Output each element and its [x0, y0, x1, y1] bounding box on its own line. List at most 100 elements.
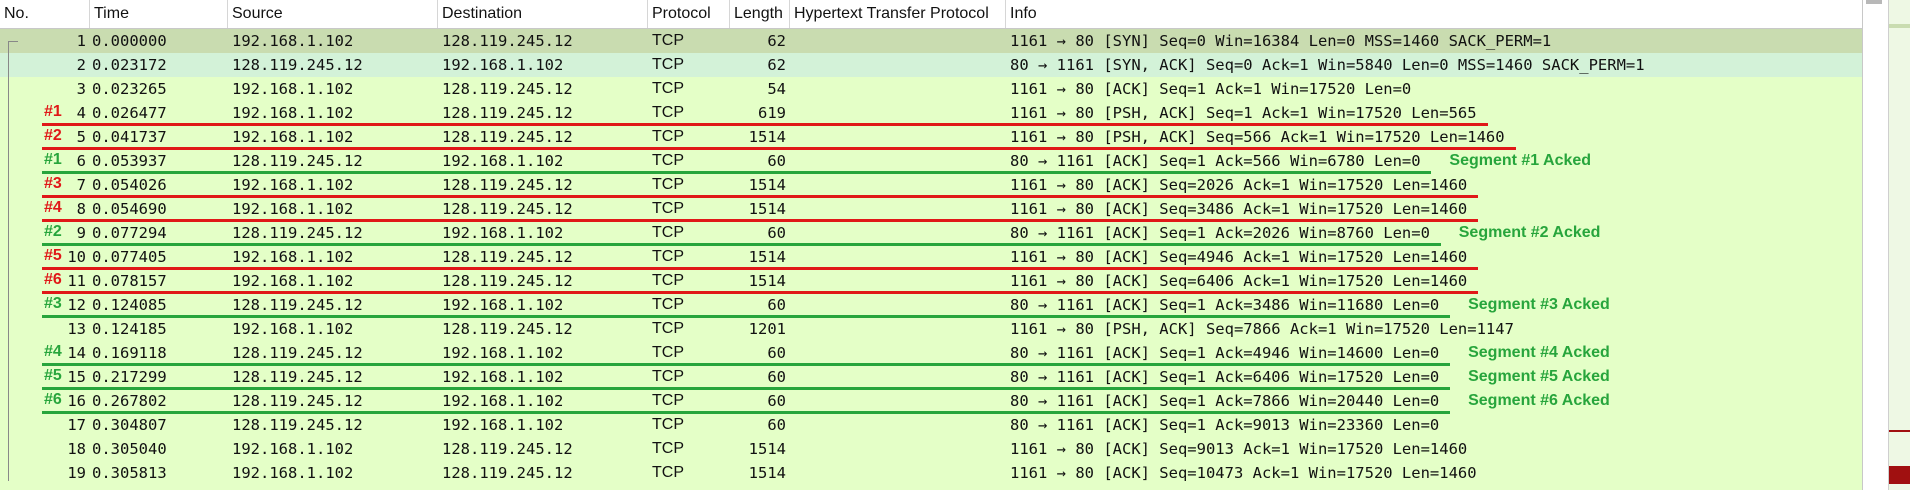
minimap-error-marker: [1889, 430, 1910, 432]
packet-list-header: No. Time Source Destination Protocol Len…: [0, 0, 1862, 29]
column-header-http[interactable]: Hypertext Transfer Protocol: [790, 0, 1006, 28]
packet-time: 0.267802: [92, 392, 167, 410]
packet-protocol: TCP: [652, 440, 684, 457]
packet-info: 1161 → 80 [SYN] Seq=0 Win=16384 Len=0 MS…: [1010, 32, 1552, 50]
packet-destination: 192.168.1.102: [442, 416, 564, 434]
packet-length: 62: [767, 56, 786, 74]
column-header-info[interactable]: Info: [1010, 5, 1037, 22]
packet-protocol: TCP: [652, 104, 684, 121]
packet-number: 17: [67, 416, 86, 434]
column-header-no[interactable]: No.: [0, 0, 90, 28]
packet-length: 54: [767, 80, 786, 98]
minimap-error-block: [1889, 466, 1910, 484]
packet-info: 1161 → 80 [ACK] Seq=4946 Ack=1 Win=17520…: [1010, 248, 1468, 266]
packet-length: 1514: [748, 128, 786, 146]
packet-row-3[interactable]: 3 0.023265 192.168.1.102 128.119.245.12 TCP 5…: [0, 77, 1862, 101]
packet-number: 19: [67, 464, 86, 482]
vertical-scrollbar[interactable]: [1862, 0, 1885, 490]
segment-mark: #5: [44, 247, 62, 264]
packet-source: 192.168.1.102: [232, 200, 354, 218]
packet-length: 60: [767, 368, 786, 386]
packet-info: 1161 → 80 [ACK] Seq=3486 Ack=1 Win=17520…: [1010, 200, 1468, 218]
packet-protocol: TCP: [652, 464, 684, 481]
packet-source: 192.168.1.102: [232, 128, 354, 146]
packet-source: 192.168.1.102: [232, 176, 354, 194]
packet-row-2[interactable]: 2 0.023172 128.119.245.12 192.168.1.102 TCP 6…: [0, 53, 1862, 77]
packet-destination: 128.119.245.12: [442, 128, 573, 146]
segment-underline: [42, 219, 1479, 222]
packet-row-12[interactable]: 12 0.124085 128.119.245.12 192.168.1.102 TCP…: [0, 293, 1862, 318]
segment-acked-note: Segment #5 Acked: [1468, 368, 1610, 385]
packet-length: 60: [767, 296, 786, 314]
packet-info: 1161 → 80 [ACK] Seq=6406 Ack=1 Win=17520…: [1010, 272, 1468, 290]
packet-destination: 128.119.245.12: [442, 248, 573, 266]
scrollbar-thumb[interactable]: [1866, 0, 1882, 4]
packet-row-19[interactable]: 19 0.305813 192.168.1.102 128.119.245.12 TCP…: [0, 461, 1862, 485]
packet-length: 60: [767, 416, 786, 434]
packet-protocol: TCP: [652, 368, 684, 385]
packet-time: 0.078157: [92, 272, 167, 290]
packet-row-11[interactable]: 11 0.078157 192.168.1.102 128.119.245.12 TCP…: [0, 269, 1862, 294]
packet-info: 80 → 1161 [ACK] Seq=1 Ack=7866 Win=20440…: [1010, 392, 1440, 410]
packet-list[interactable]: 1 0.000000 192.168.1.102 128.119.245.12 TCP 6…: [0, 29, 1862, 490]
segment-mark: #1: [44, 103, 62, 120]
packet-info: 80 → 1161 [ACK] Seq=1 Ack=4946 Win=14600…: [1010, 344, 1440, 362]
packet-row-17[interactable]: 17 0.304807 128.119.245.12 192.168.1.102 TCP…: [0, 413, 1862, 437]
packet-length: 1201: [748, 320, 786, 338]
column-header-length[interactable]: Length: [730, 0, 790, 28]
segment-mark: #6: [44, 391, 62, 408]
minimap-selected-marker: [1889, 24, 1910, 28]
column-header-source[interactable]: Source: [228, 0, 438, 28]
segment-acked-note: Segment #3 Acked: [1468, 296, 1610, 313]
packet-row-15[interactable]: 15 0.217299 128.119.245.12 192.168.1.102 TCP…: [0, 365, 1862, 390]
packet-row-7[interactable]: 7 0.054026 192.168.1.102 128.119.245.12 TCP 1…: [0, 173, 1862, 198]
packet-protocol: TCP: [652, 344, 684, 361]
packet-number: 8: [76, 200, 86, 218]
packet-length: 1514: [748, 440, 786, 458]
segment-underline: [42, 267, 1479, 270]
packet-source: 128.119.245.12: [232, 152, 363, 170]
segment-underline: [42, 195, 1479, 198]
packet-row-9[interactable]: 9 0.077294 128.119.245.12 192.168.1.102 TCP 6…: [0, 221, 1862, 246]
segment-mark: #2: [44, 223, 62, 240]
packet-protocol: TCP: [652, 56, 684, 73]
packet-info: 80 → 1161 [ACK] Seq=1 Ack=9013 Win=23360…: [1010, 416, 1440, 434]
packet-row-13[interactable]: 13 0.124185 192.168.1.102 128.119.245.12 TCP…: [0, 317, 1862, 341]
column-header-destination[interactable]: Destination: [438, 0, 648, 28]
column-header-protocol[interactable]: Protocol: [648, 0, 730, 28]
packet-minimap[interactable]: [1888, 0, 1910, 490]
packet-row-5[interactable]: 5 0.041737 192.168.1.102 128.119.245.12 TCP 1…: [0, 125, 1862, 150]
packet-destination: 192.168.1.102: [442, 296, 564, 314]
packet-row-6[interactable]: 6 0.053937 128.119.245.12 192.168.1.102 TCP 6…: [0, 149, 1862, 174]
packet-row-10[interactable]: 10 0.077405 192.168.1.102 128.119.245.12 TCP…: [0, 245, 1862, 270]
packet-row-4[interactable]: 4 0.026477 192.168.1.102 128.119.245.12 TCP 6…: [0, 101, 1862, 126]
packet-time: 0.305040: [92, 440, 167, 458]
packet-number: 16: [67, 392, 86, 410]
packet-protocol: TCP: [652, 296, 684, 313]
segment-underline: [42, 123, 1488, 126]
packet-time: 0.124085: [92, 296, 167, 314]
packet-time: 0.077294: [92, 224, 167, 242]
packet-length: 1514: [748, 248, 786, 266]
packet-row-1[interactable]: 1 0.000000 192.168.1.102 128.119.245.12 TCP 6…: [0, 29, 1862, 53]
packet-info: 1161 → 80 [PSH, ACK] Seq=1 Ack=1 Win=175…: [1010, 104, 1477, 122]
packet-time: 0.304807: [92, 416, 167, 434]
packet-number: 3: [76, 80, 86, 98]
segment-underline: [42, 243, 1441, 246]
packet-row-8[interactable]: 8 0.054690 192.168.1.102 128.119.245.12 TCP 1…: [0, 197, 1862, 222]
packet-info: 1161 → 80 [ACK] Seq=1 Ack=1 Win=17520 Le…: [1010, 80, 1412, 98]
packet-number: 6: [76, 152, 86, 170]
packet-number: 2: [76, 56, 86, 74]
segment-underline: [42, 411, 1451, 414]
packet-number: 13: [67, 320, 86, 338]
packet-info: 80 → 1161 [SYN, ACK] Seq=0 Ack=1 Win=584…: [1010, 56, 1645, 74]
packet-destination: 192.168.1.102: [442, 224, 564, 242]
packet-time: 0.217299: [92, 368, 167, 386]
packet-row-16[interactable]: 16 0.267802 128.119.245.12 192.168.1.102 TCP…: [0, 389, 1862, 414]
packet-protocol: TCP: [652, 128, 684, 145]
packet-row-14[interactable]: 14 0.169118 128.119.245.12 192.168.1.102 TCP…: [0, 341, 1862, 366]
packet-row-18[interactable]: 18 0.305040 192.168.1.102 128.119.245.12 TCP…: [0, 437, 1862, 461]
packet-destination: 128.119.245.12: [442, 176, 573, 194]
packet-source: 128.119.245.12: [232, 416, 363, 434]
column-header-time[interactable]: Time: [90, 0, 228, 28]
